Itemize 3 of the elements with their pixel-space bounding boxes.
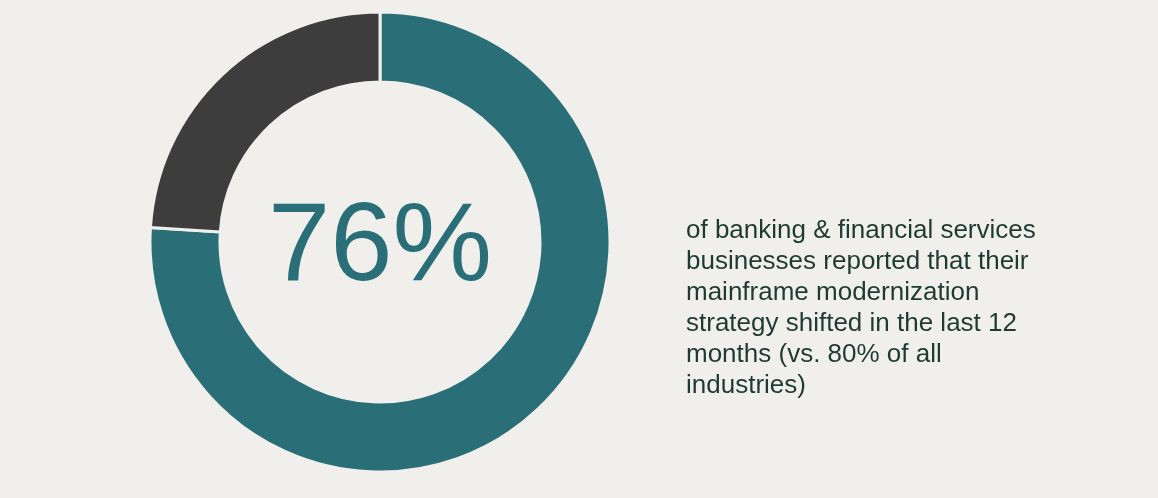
donut-slice bbox=[148, 10, 612, 474]
text: of banking & financial services businesses reported that their mainframe modernization strategy shifted in the last 12 months (vs. 80% of all industries) bbox=[686, 214, 1036, 399]
data-label: 76% bbox=[267, 179, 493, 304]
